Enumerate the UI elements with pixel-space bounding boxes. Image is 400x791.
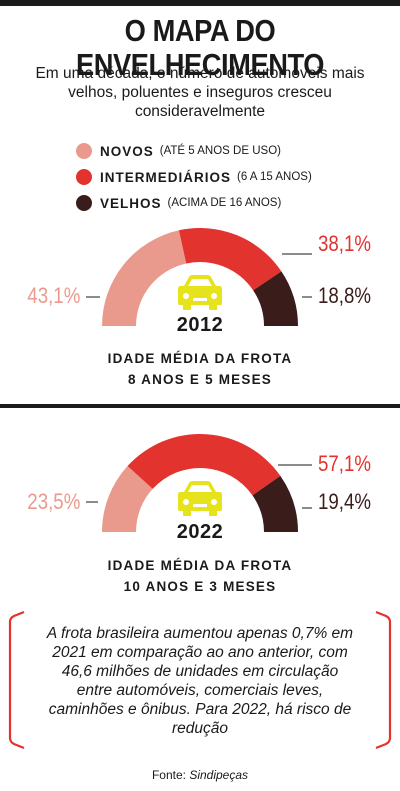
legend-item-velhos: VELHOS (ACIMA DE 16 ANOS) xyxy=(76,190,376,216)
page-title: O MAPA DO ENVELHECIMENTO xyxy=(76,13,324,82)
source-label: Fonte: xyxy=(151,768,186,782)
avg-age-label: IDADE MÉDIA DA FROTA xyxy=(107,351,293,366)
slice-label-novos: 43,1% xyxy=(27,283,81,308)
chart-2022-arcs xyxy=(102,434,298,532)
legend-item-intermediarios: INTERMEDIÁRIOS (6 A 15 ANOS) xyxy=(76,164,376,190)
title-rule xyxy=(0,0,400,6)
left-bracket xyxy=(8,610,25,750)
legend-item-novos: NOVOS (ATÉ 5 ANOS DE USO) xyxy=(76,138,376,164)
slice-label-intermediarios: 38,1% xyxy=(318,231,372,256)
avg-age-value: 10 ANOS E 3 MESES xyxy=(123,579,277,594)
car-icon xyxy=(178,275,222,310)
legend-label: VELHOS xyxy=(100,195,162,211)
legend-note: (6 A 15 ANOS) xyxy=(237,171,312,183)
avg-age-caption: IDADE MÉDIA DA FROTA 8 ANOS E 5 MESES xyxy=(60,348,340,390)
right-bracket xyxy=(375,610,392,750)
legend-label: NOVOS xyxy=(100,143,154,159)
slice-novos xyxy=(102,230,187,326)
car-icon xyxy=(178,481,222,516)
avg-age-caption: IDADE MÉDIA DA FROTA 10 ANOS E 3 MESES xyxy=(60,555,340,597)
avg-age-value: 8 ANOS E 5 MESES xyxy=(128,372,272,387)
legend-swatch-novos xyxy=(76,143,92,159)
chart-year: 2022 xyxy=(176,521,224,543)
slice-intermedirios xyxy=(127,434,281,496)
legend-note: (ACIMA DE 16 ANOS) xyxy=(167,197,282,209)
slice-label-intermediarios: 57,1% xyxy=(318,451,372,476)
avg-age-label: IDADE MÉDIA DA FROTA xyxy=(107,558,293,573)
source-name: Sindipeças xyxy=(189,768,249,782)
slice-intermedirios xyxy=(178,228,282,291)
slice-velhos xyxy=(253,271,298,326)
slice-label-velhos: 19,4% xyxy=(318,489,372,514)
legend-swatch-intermediarios xyxy=(76,169,92,185)
legend-note: (ATÉ 5 ANOS DE USO) xyxy=(159,145,281,157)
legend: NOVOS (ATÉ 5 ANOS DE USO) INTERMEDIÁRIOS… xyxy=(76,138,376,216)
page-subtitle: Em uma década, o número de automóveis ma… xyxy=(35,65,365,120)
legend-label: INTERMEDIÁRIOS xyxy=(100,169,232,185)
slice-label-novos: 23,5% xyxy=(27,489,81,514)
slice-velhos xyxy=(252,475,298,532)
chart-2012-arcs xyxy=(102,228,298,326)
source-line: Fonte: Sindipeças xyxy=(0,768,400,782)
chart-year: 2012 xyxy=(176,314,224,336)
section-divider xyxy=(0,404,400,408)
slice-novos xyxy=(102,466,153,532)
legend-swatch-velhos xyxy=(76,195,92,211)
slice-label-velhos: 18,8% xyxy=(318,283,372,308)
footnote-text: A frota brasileira aumentou apenas 0,7% … xyxy=(46,625,354,737)
